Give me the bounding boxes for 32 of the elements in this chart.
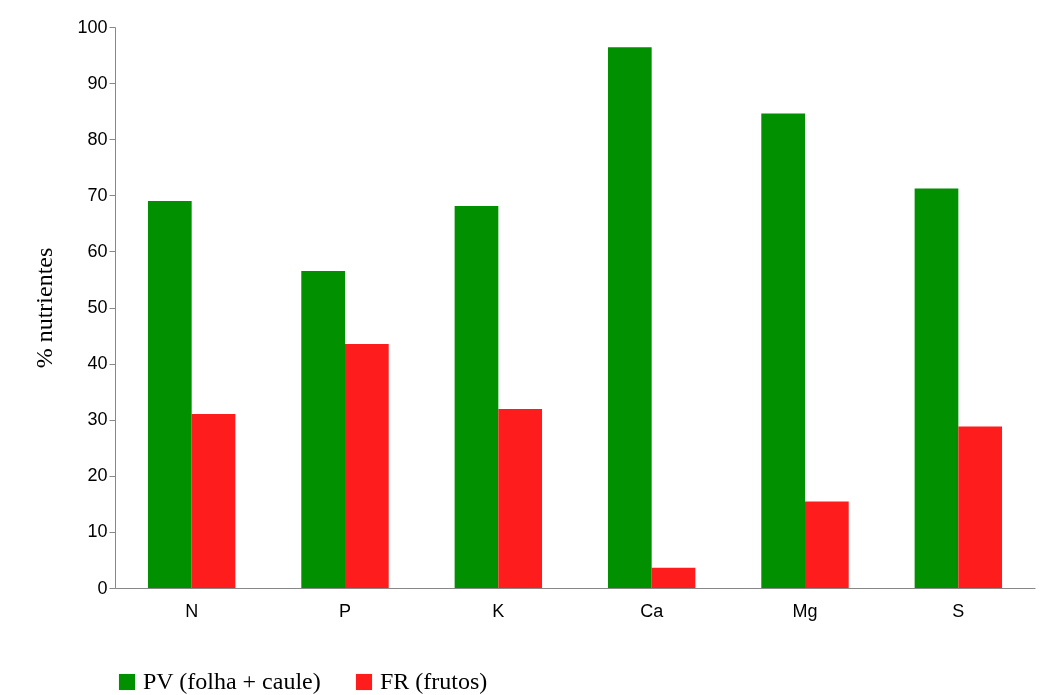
bar — [345, 343, 389, 588]
y-tick-label: 40 — [87, 353, 108, 374]
y-tick-label: 50 — [87, 297, 108, 317]
x-tick-label: N — [185, 600, 199, 621]
x-tick-label: S — [952, 600, 965, 621]
x-tick-label: P — [338, 600, 352, 621]
y-axis-title: % nutrientes — [31, 247, 58, 369]
y-tick-label: 60 — [87, 240, 108, 261]
y-tick-label: 0 — [97, 577, 108, 598]
y-tick-label: 30 — [87, 409, 108, 430]
bar — [761, 113, 805, 588]
legend-label: PV (folha + caule) — [143, 668, 321, 694]
y-tick-label: 10 — [87, 521, 108, 542]
bar — [454, 205, 499, 588]
y-tick-label: 90 — [87, 72, 108, 93]
bar — [805, 501, 849, 588]
legend-label: FR (frutos) — [380, 668, 488, 694]
y-tick-label: 100 — [77, 16, 108, 37]
y-tick-label: 20 — [87, 465, 108, 486]
bar — [607, 47, 652, 588]
x-tick-label: K — [492, 600, 505, 621]
x-tick-label: Ca — [640, 600, 665, 621]
bar — [498, 409, 543, 588]
x-tick-label: Mg — [792, 600, 818, 621]
bar — [301, 271, 345, 588]
y-tick-label: 80 — [87, 128, 108, 149]
bar — [651, 567, 696, 588]
bar — [914, 188, 959, 588]
bar — [958, 426, 1003, 588]
bar — [191, 414, 236, 588]
bar — [147, 200, 192, 588]
y-tick-label: 70 — [87, 184, 108, 205]
